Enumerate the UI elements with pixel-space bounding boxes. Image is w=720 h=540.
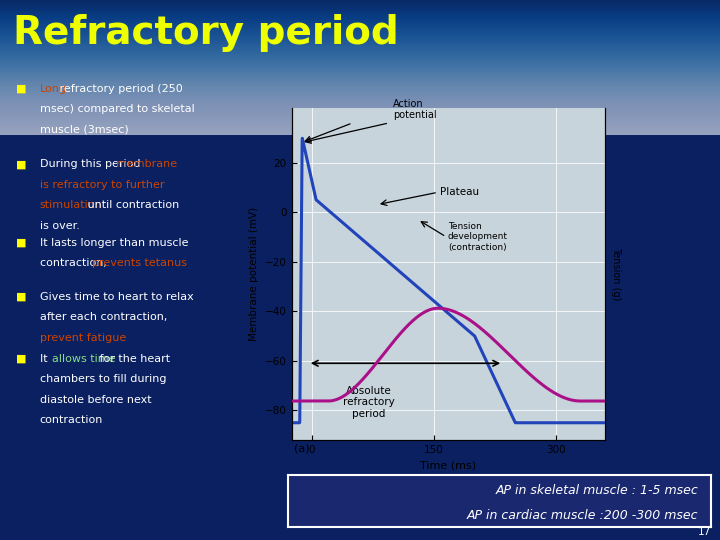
Text: stimulation: stimulation [40, 200, 102, 211]
Text: prevents tetanus: prevents tetanus [91, 258, 186, 268]
Text: It: It [40, 354, 50, 364]
Y-axis label: Membrane potential (mV): Membrane potential (mV) [249, 207, 259, 341]
Text: Plateau: Plateau [441, 187, 480, 197]
Text: after each contraction,: after each contraction, [40, 312, 167, 322]
X-axis label: Time (ms): Time (ms) [420, 461, 476, 470]
Text: is refractory to further: is refractory to further [40, 180, 164, 190]
Text: Long: Long [40, 84, 66, 94]
Text: msec) compared to skeletal: msec) compared to skeletal [40, 104, 194, 114]
Text: diastole before next: diastole before next [40, 395, 151, 405]
Text: ■: ■ [16, 84, 27, 94]
Text: During this period: During this period [40, 159, 143, 170]
Text: allows time: allows time [52, 354, 115, 364]
Text: muscle (3msec): muscle (3msec) [40, 125, 128, 135]
Text: contraction: contraction [40, 415, 103, 426]
Text: is over.: is over. [40, 221, 79, 231]
Text: Absolute
refractory
period: Absolute refractory period [343, 386, 395, 419]
Text: prevent fatigue: prevent fatigue [40, 333, 126, 343]
Text: It lasts longer than muscle: It lasts longer than muscle [40, 238, 188, 248]
Text: Gives time to heart to relax: Gives time to heart to relax [40, 292, 194, 302]
Text: AP in skeletal muscle : 1-5 msec: AP in skeletal muscle : 1-5 msec [496, 484, 698, 497]
Text: membrane: membrane [116, 159, 176, 170]
Text: ■: ■ [16, 159, 27, 170]
Text: ■: ■ [16, 238, 27, 248]
Text: until contraction: until contraction [84, 200, 179, 211]
Text: for the heart: for the heart [96, 354, 170, 364]
Text: AP in cardiac muscle :200 -300 msec: AP in cardiac muscle :200 -300 msec [467, 509, 698, 522]
Text: 17: 17 [698, 527, 711, 537]
Text: Tension
development
(contraction): Tension development (contraction) [448, 222, 508, 252]
Y-axis label: Tension (g): Tension (g) [611, 247, 621, 301]
Text: Refractory period: Refractory period [13, 14, 399, 51]
Text: refractory period (250: refractory period (250 [55, 84, 182, 94]
Text: ■: ■ [16, 292, 27, 302]
Text: (a): (a) [294, 444, 310, 454]
Text: chambers to fill during: chambers to fill during [40, 374, 166, 384]
Text: contraction,: contraction, [40, 258, 110, 268]
Text: ■: ■ [16, 354, 27, 364]
Text: Action
potential: Action potential [393, 99, 437, 120]
